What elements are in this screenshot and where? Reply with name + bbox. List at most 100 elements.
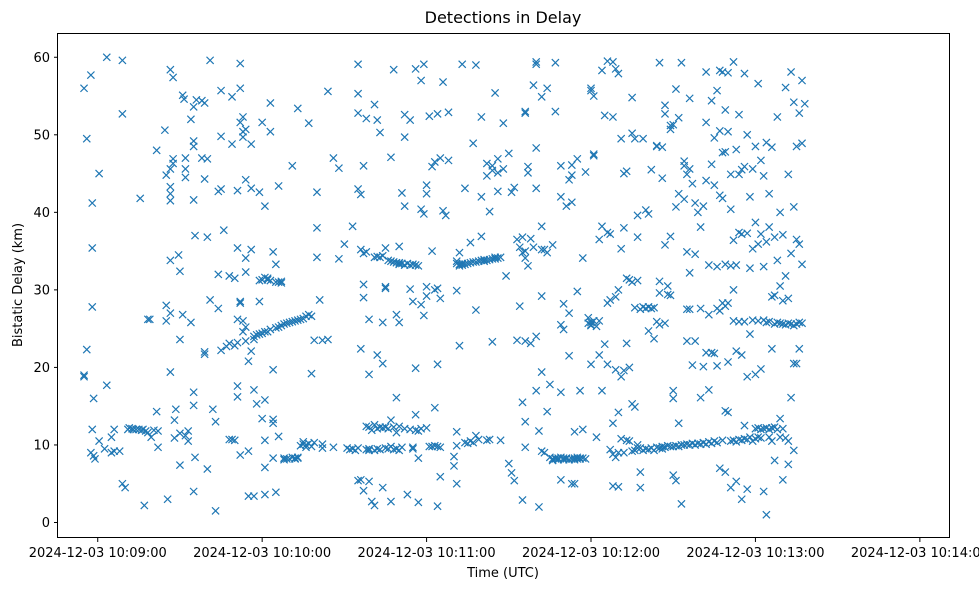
- scatter-point: [740, 69, 749, 78]
- scatter-point: [154, 426, 163, 436]
- scatter-point: [595, 350, 604, 360]
- scatter-point: [227, 435, 237, 444]
- scatter-point: [365, 444, 374, 453]
- scatter-point: [754, 433, 763, 442]
- scatter-point: [592, 433, 601, 442]
- scatter-point: [190, 231, 200, 240]
- scatter-point: [386, 153, 395, 162]
- scatter-point: [581, 167, 590, 177]
- scatter-point: [441, 211, 450, 220]
- scatter-point: [160, 126, 169, 135]
- scatter-point: [532, 57, 541, 66]
- scatter-point: [589, 92, 598, 101]
- scatter-point: [685, 305, 694, 314]
- scatter-point: [255, 276, 264, 285]
- scatter-point: [408, 444, 417, 453]
- scatter-point: [702, 118, 711, 127]
- scatter-point: [258, 118, 267, 127]
- scatter-point: [795, 344, 804, 353]
- scatter-point: [466, 238, 475, 247]
- scatter-point: [691, 250, 700, 259]
- scatter-point: [614, 69, 623, 78]
- scatter-point: [518, 233, 527, 242]
- scatter-point: [756, 433, 765, 442]
- scatter-point: [770, 233, 779, 242]
- scatter-point: [477, 192, 486, 201]
- scatter-point: [88, 302, 97, 311]
- scatter-point: [189, 401, 198, 410]
- scatter-point: [408, 260, 417, 269]
- scatter-point: [756, 364, 765, 373]
- scatter-point: [647, 304, 656, 313]
- scatter-point: [751, 142, 760, 151]
- scatter-point: [417, 205, 426, 214]
- scatter-point: [378, 318, 387, 327]
- scatter-point: [175, 335, 184, 344]
- scatter-point: [477, 112, 486, 121]
- scatter-point: [378, 359, 387, 368]
- scatter-point: [482, 256, 491, 265]
- scatter-point: [217, 132, 226, 141]
- scatter-point: [469, 438, 478, 447]
- scatter-point: [433, 360, 442, 369]
- scatter-point: [436, 443, 445, 452]
- scatter-point: [573, 287, 582, 296]
- plot-frame: [57, 33, 950, 538]
- scatter-point: [422, 423, 431, 432]
- scatter-point: [411, 64, 420, 73]
- scatter-point: [266, 276, 275, 285]
- scatter-point: [233, 315, 242, 324]
- scatter-point: [417, 300, 426, 309]
- scatter-point: [411, 364, 420, 373]
- scatter-point: [718, 194, 727, 203]
- scatter-point: [586, 84, 596, 93]
- scatter-point: [732, 477, 741, 486]
- scatter-point: [543, 248, 552, 257]
- scatter-point: [236, 297, 245, 306]
- scatter-point: [732, 347, 741, 356]
- scatter-point: [729, 285, 738, 294]
- scatter-point: [655, 58, 664, 67]
- scatter-point: [428, 162, 437, 171]
- scatter-point: [724, 299, 733, 308]
- y-tick-label: 10: [33, 438, 50, 453]
- scatter-point: [375, 445, 385, 454]
- scatter-point: [597, 66, 606, 75]
- scatter-point: [644, 326, 653, 335]
- scatter-point: [778, 424, 787, 433]
- scatter-point: [266, 325, 275, 334]
- scatter-point: [622, 167, 631, 176]
- scatter-point: [163, 495, 172, 504]
- scatter-point: [166, 309, 175, 318]
- scatter-point: [680, 195, 689, 204]
- scatter-point: [586, 360, 596, 369]
- scatter-point: [759, 171, 768, 180]
- scatter-point: [493, 154, 502, 163]
- scatter-point: [263, 275, 272, 284]
- scatter-point: [636, 483, 645, 492]
- scatter-point: [789, 202, 798, 211]
- scatter-point: [181, 154, 190, 163]
- scatter-point: [674, 419, 683, 428]
- scatter-point: [523, 168, 533, 177]
- scatter-point: [682, 247, 691, 256]
- scatter-point: [778, 296, 787, 305]
- scatter-point: [619, 223, 628, 232]
- scatter-point: [400, 133, 409, 142]
- scatter-point: [734, 170, 744, 179]
- scatter-point: [269, 419, 278, 428]
- scatter-point: [152, 407, 161, 416]
- scatter-point: [633, 211, 642, 220]
- scatter-point: [463, 259, 472, 268]
- scatter-point: [669, 386, 678, 395]
- scatter-point: [737, 495, 746, 504]
- scatter-point: [236, 299, 245, 308]
- scatter-point: [699, 202, 708, 211]
- scatter-point: [189, 102, 198, 111]
- scatter-point: [370, 501, 379, 510]
- scatter-point: [400, 202, 409, 211]
- scatter-point: [789, 98, 798, 107]
- scatter-point: [732, 261, 741, 270]
- scatter-point: [710, 181, 719, 190]
- scatter-point: [666, 125, 675, 134]
